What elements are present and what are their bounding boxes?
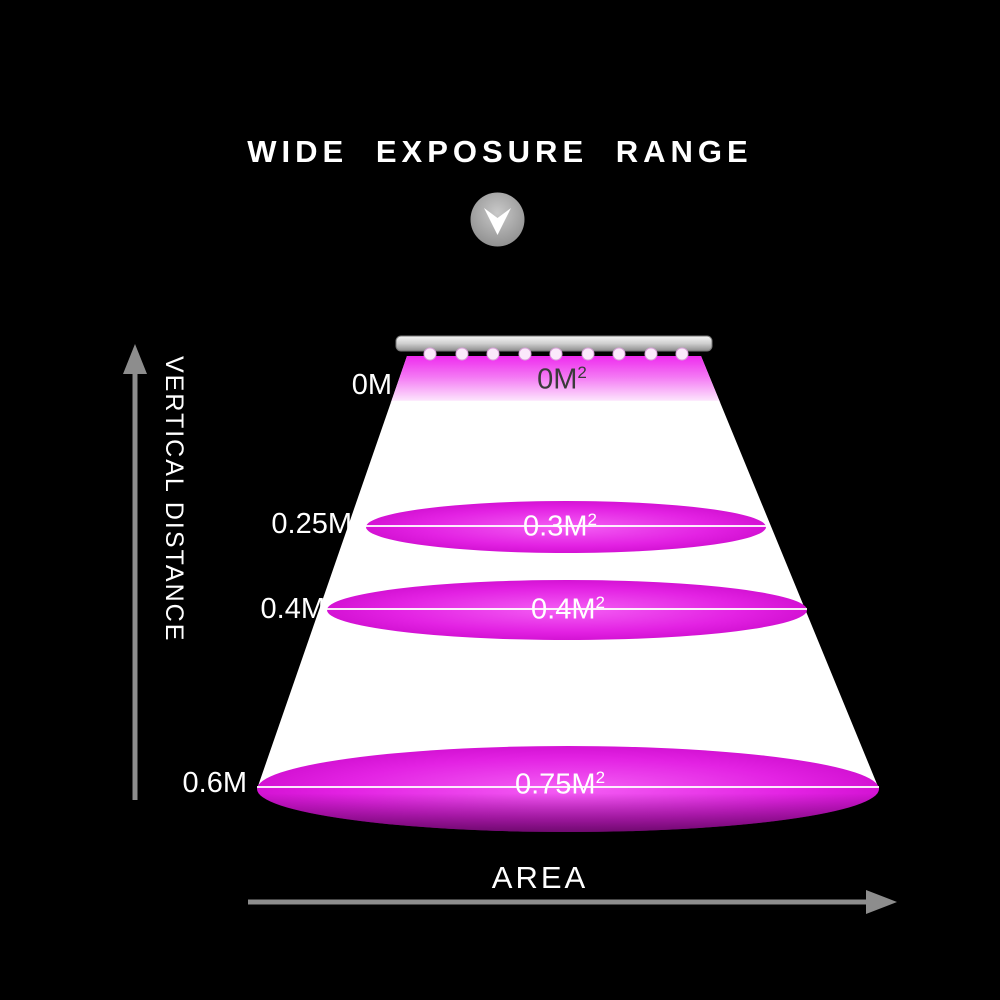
led-lens [423, 347, 437, 361]
led-lens [518, 347, 532, 361]
down-arrow-svg [470, 192, 525, 247]
led-lens [612, 347, 626, 361]
led-lens [486, 347, 500, 361]
vertical-axis-label: VERTICAL DISTANCE [160, 356, 188, 643]
down-arrow-icon [469, 191, 526, 248]
area-value: 0.3M [523, 510, 588, 543]
light-cone [257, 356, 879, 789]
area-sup: 2 [587, 510, 597, 529]
distance-label-06m: 0.6M [182, 767, 247, 799]
area-label-0m2: 0M2 [452, 363, 672, 397]
led-lens [675, 347, 689, 361]
area-label-03m2: 0.3M2 [450, 510, 670, 544]
area-label-04m2: 0.4M2 [458, 593, 678, 627]
chevron-down-glyph [484, 208, 511, 235]
led-lens [644, 347, 658, 361]
area-sup: 2 [595, 768, 606, 787]
distance-label-04m: 0.4M [260, 593, 325, 625]
area-label-075m2: 0.75M2 [450, 768, 670, 802]
led-lens-row [423, 347, 689, 361]
led-lens [455, 347, 469, 361]
distance-label-0m: 0M [351, 369, 392, 401]
area-sup: 2 [595, 593, 605, 612]
horizontal-axis-arrow [248, 890, 897, 914]
horizontal-axis-label: AREA [491, 860, 589, 895]
area-sup: 2 [577, 363, 587, 382]
area-value: 0.4M [531, 593, 596, 626]
coverage-ellipse-shadow [257, 746, 879, 832]
led-lens [581, 347, 595, 361]
led-lens [549, 347, 563, 361]
page-title: WIDE EXPOSURE RANGE [247, 134, 753, 169]
beam-glow [380, 356, 740, 403]
vertical-axis-arrow [123, 344, 147, 800]
distance-label-025m: 0.25M [271, 508, 352, 540]
area-value: 0M [537, 363, 578, 396]
area-value: 0.75M [514, 768, 596, 801]
